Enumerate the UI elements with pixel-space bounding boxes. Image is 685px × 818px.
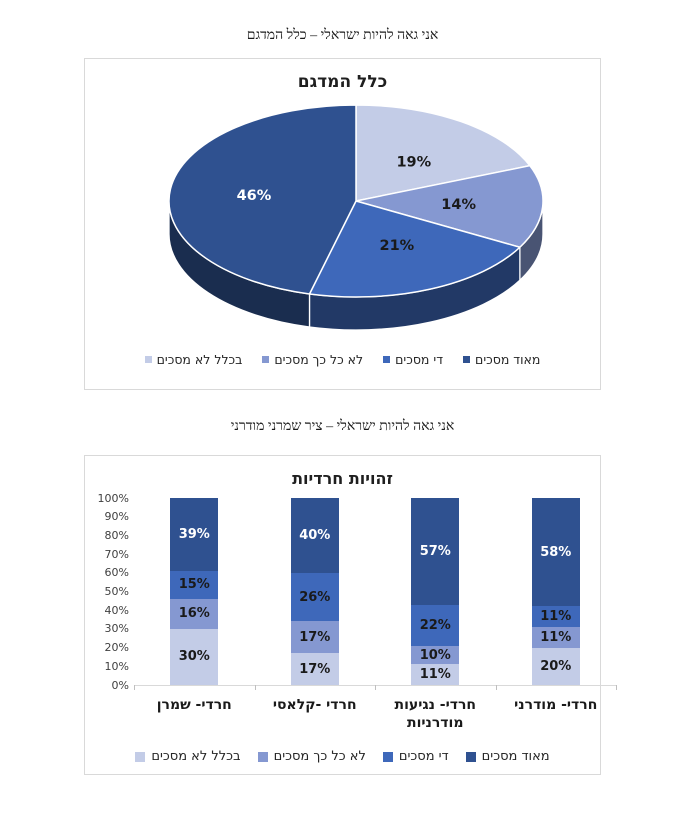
- bar-segment: 22%: [411, 604, 460, 646]
- y-axis-tick-label: 20%: [104, 641, 129, 655]
- legend-label: לא כל כך מסכים: [274, 352, 364, 367]
- stacked-bar: 58% 11% 11% 20%: [531, 498, 580, 685]
- legend-color-key-icon: [262, 356, 270, 363]
- bar-data-label: 30%: [178, 649, 210, 665]
- bar-legend: מאוד מסכים די מסכים לא כל כך מסכים בכלל לא …: [85, 749, 600, 764]
- category-axis-label: חרדי -קלאסי: [272, 697, 357, 713]
- pie-chart-caption: אני גאה להיות ישראלי – כלל המדגם: [246, 28, 439, 43]
- legend-label: די מסכים: [398, 749, 449, 764]
- legend-item: לא כל כך מסכים: [257, 749, 366, 764]
- bar-segment: 15%: [170, 570, 219, 599]
- legend-label: לא כל כך מסכים: [273, 749, 366, 764]
- y-axis-tick-label: 60%: [104, 566, 129, 580]
- pie-data-label: 19%: [396, 154, 431, 170]
- y-axis-tick-label: 70%: [104, 547, 129, 561]
- y-axis-tick-label: 90%: [104, 510, 129, 524]
- pie-data-label: 21%: [379, 238, 414, 254]
- legend-color-key-icon: [463, 356, 471, 363]
- y-axis-tick-label: 30%: [104, 622, 129, 636]
- category-axis-label: חרדי- מודרני: [514, 697, 598, 713]
- bar-segment: 17%: [290, 621, 339, 654]
- bar-segment: 58%: [531, 498, 580, 607]
- stacked-bar: 57% 22% 10% 11%: [411, 498, 460, 685]
- bar-segment: 11%: [531, 627, 580, 648]
- pie-slice: [355, 104, 531, 202]
- bar-segment: 11%: [531, 606, 580, 628]
- bar-data-label: 11%: [540, 609, 572, 625]
- x-axis-tick: [616, 685, 617, 690]
- y-axis-tick-label: 40%: [104, 603, 129, 617]
- legend-color-key-icon: [257, 751, 268, 762]
- pie-slice: [308, 200, 521, 298]
- y-axis-tick-label: 50%: [104, 585, 129, 598]
- x-axis-tick: [375, 685, 376, 690]
- pie-data-label: 46%: [237, 188, 272, 204]
- legend-item: לא כל כך מסכים: [262, 352, 363, 367]
- bar-segment: 57%: [411, 498, 460, 605]
- pie-data-label: 14%: [441, 197, 476, 213]
- bar-data-label: 58%: [540, 544, 572, 560]
- legend-item: די מסכים: [382, 749, 449, 764]
- pie-3d-plot: 19% 14% 21% 46%: [85, 59, 600, 363]
- legend-color-key-icon: [144, 356, 152, 363]
- y-axis-tick-label: 100%: [97, 491, 129, 505]
- pie-legend: מאוד מסכים די מסכים לא כל כך מסכים בכלל לא …: [85, 352, 600, 367]
- pie-slice: [355, 164, 544, 248]
- legend-item: מאוד מסכים: [465, 749, 550, 764]
- bar-segment: 17%: [290, 653, 339, 685]
- bar-data-label: 57%: [419, 543, 451, 559]
- bar-segment: 11%: [411, 664, 460, 685]
- bar-data-label: 26%: [299, 589, 331, 605]
- legend-color-key-icon: [135, 751, 146, 762]
- bar-data-label: 11%: [540, 629, 572, 645]
- legend-item: בכלל לא מסכים: [144, 352, 243, 367]
- bar-plot-area: 0% 10% 20% 30% 40% 50% 60% 70% 80% 90% 100% 58% 11% 1…: [85, 456, 617, 774]
- bar-chart-frame[interactable]: זהויות חרדיות 0% 10% 20% 30% 40% 50% 60% 70% 80%…: [84, 455, 617, 775]
- category-axis-label: חרדי- נגיעות מודרניות: [394, 697, 477, 731]
- bar-data-label: 11%: [419, 667, 451, 683]
- x-axis-tick: [495, 685, 497, 690]
- legend-label: בכלל לא מסכים: [151, 749, 241, 764]
- y-axis-tick-label: 80%: [104, 528, 129, 542]
- pie-chart-frame[interactable]: כלל המדגם 19% 14% 21% 46% מאוד מסכים די מסכי…: [84, 58, 601, 390]
- bar-data-label: 17%: [299, 629, 331, 645]
- bar-chart-caption: אני גאה להיות ישראלי – ציר שמרני מודרני: [230, 419, 455, 434]
- pie-slice: [168, 104, 357, 295]
- bar-segment: 10%: [411, 645, 460, 665]
- stacked-bar: 39% 15% 16% 30%: [170, 498, 219, 685]
- legend-label: די מסכים: [395, 352, 444, 367]
- bar-data-label: 22%: [419, 617, 451, 633]
- bar-data-label: 39%: [178, 526, 210, 542]
- legend-label: מאוד מסכים: [481, 749, 550, 764]
- x-axis-tick: [254, 685, 256, 690]
- legend-label: בכלל לא מסכים: [156, 352, 243, 367]
- legend-item: בכלל לא מסכים: [135, 749, 241, 764]
- legend-item: מאוד מסכים: [463, 352, 540, 367]
- category-axis-label: חרדי- שמרן: [156, 697, 232, 713]
- bar-chart-title: זהויות חרדיות: [292, 469, 393, 488]
- bar-segment: 30%: [170, 628, 219, 685]
- stacked-bar: 40% 26% 17% 17%: [290, 498, 339, 685]
- legend-label: מאוד מסכים: [475, 352, 541, 367]
- bar-data-label: 15%: [178, 577, 210, 593]
- legend-color-key-icon: [382, 751, 393, 762]
- bar-data-label: 40%: [299, 527, 331, 543]
- bar-data-label: 16%: [178, 606, 210, 622]
- legend-color-key-icon: [465, 751, 476, 762]
- legend-item: די מסכים: [383, 352, 443, 367]
- bar-segment: 40%: [290, 498, 339, 573]
- y-axis-tick-label: 10%: [104, 659, 129, 673]
- bar-data-label: 20%: [540, 658, 572, 674]
- bar-segment: 20%: [531, 647, 580, 685]
- bar-segment: 16%: [170, 598, 219, 629]
- bar-data-label: 17%: [299, 661, 331, 677]
- pie-chart-title: כלל המדגם: [297, 72, 388, 92]
- bar-segment: 26%: [290, 572, 339, 622]
- bar-segment: 39%: [170, 498, 219, 571]
- legend-color-key-icon: [383, 356, 391, 363]
- x-axis-tick: [134, 685, 135, 690]
- bar-data-label: 10%: [419, 647, 451, 663]
- y-axis-tick-label: 0%: [111, 678, 129, 692]
